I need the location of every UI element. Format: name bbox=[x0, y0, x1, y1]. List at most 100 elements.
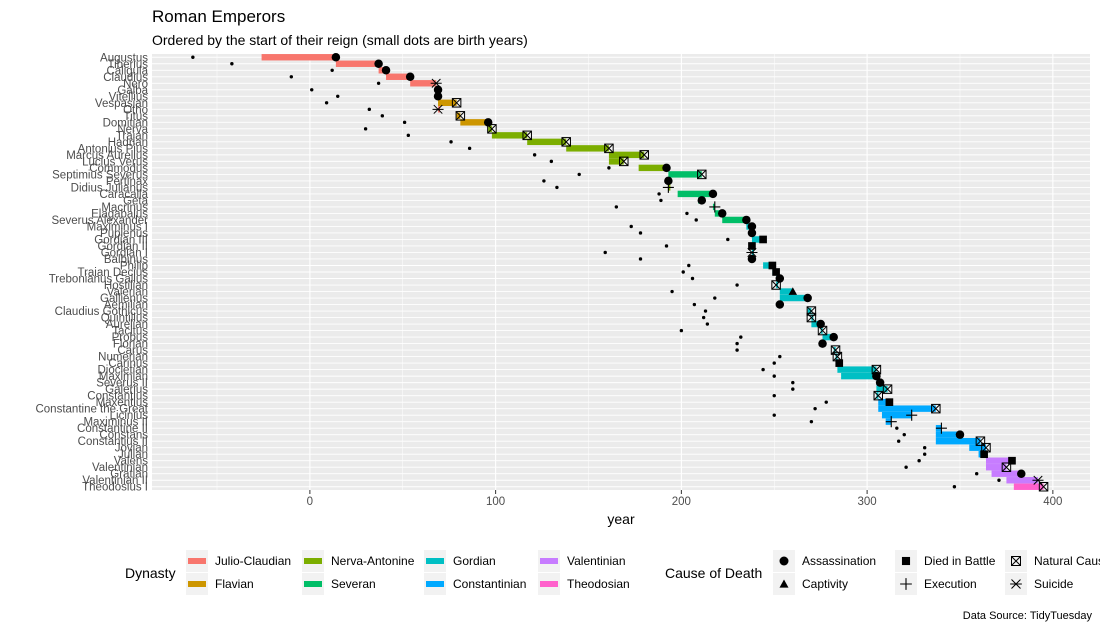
death-marker-carinus bbox=[835, 359, 844, 367]
death-marker-maximian bbox=[872, 371, 881, 381]
legend-swatch-theodosian bbox=[540, 581, 558, 587]
y-label-domitian: Domitian bbox=[103, 117, 148, 129]
legend-icon-captivity bbox=[779, 579, 789, 588]
y-label-trajan: Trajan bbox=[116, 130, 148, 142]
death-marker-licinius bbox=[906, 409, 918, 421]
y-label-maximinus-i: Maximinus I bbox=[87, 221, 148, 233]
reign-bar-augustus bbox=[261, 54, 336, 61]
y-label-valens: Valens bbox=[114, 456, 149, 468]
legend-swatch-flavian bbox=[188, 581, 206, 587]
death-marker-hadrian bbox=[561, 137, 571, 147]
birth-dot-claudius-gothicus bbox=[703, 309, 708, 313]
legend-label-suicide: Suicide bbox=[1034, 577, 1074, 591]
reign-bar-claudius-gothicus bbox=[807, 307, 812, 315]
legend-swatch-valentinian bbox=[540, 558, 558, 564]
reign-bar-tacitus bbox=[820, 327, 823, 334]
reign-bar-quintillus bbox=[811, 314, 814, 321]
y-label-claudius: Claudius bbox=[103, 72, 148, 84]
death-marker-trajan bbox=[522, 130, 532, 141]
y-label-constans: Constans bbox=[99, 430, 148, 442]
death-marker-maximinus-i bbox=[747, 222, 757, 231]
legend-label-constantinian: Constantinian bbox=[453, 577, 526, 591]
birth-dot-tacitus bbox=[679, 328, 684, 333]
death-marker-septimius-severus bbox=[697, 169, 707, 180]
death-marker-titus bbox=[455, 111, 466, 121]
birth-dot-galba bbox=[310, 88, 314, 92]
death-marker-valentinian bbox=[1001, 462, 1012, 472]
birth-dot-lucius-verus bbox=[549, 159, 554, 164]
y-label-gallienus: Gallienus bbox=[100, 293, 148, 305]
birth-dot-tiberius bbox=[230, 62, 234, 66]
y-label-florian: Florian bbox=[113, 339, 148, 351]
reign-bar-philip bbox=[763, 262, 773, 269]
birth-dot-nero bbox=[376, 81, 381, 85]
y-axis-labels: AugustusTiberiusCaligulaClaudiusNeroGalb… bbox=[35, 52, 148, 493]
y-label-pertinax: Pertinax bbox=[106, 176, 148, 188]
death-marker-lucius-verus bbox=[619, 156, 629, 167]
death-marker-vitellius bbox=[433, 92, 443, 101]
y-label-antonius-pius: Antonius Pius bbox=[78, 143, 149, 155]
legend-item-assassination: Assassination bbox=[773, 550, 876, 572]
birth-dot-vitellius bbox=[336, 94, 340, 98]
reign-bar-antonius-pius bbox=[566, 145, 609, 152]
legend-item-julio-claudian: Julio-Claudian bbox=[186, 550, 291, 572]
y-label-maximian: Maximian bbox=[99, 371, 148, 383]
death-marker-constans bbox=[955, 430, 965, 439]
legend-icon-execution bbox=[900, 578, 912, 590]
chart-title: Roman Emperors bbox=[152, 7, 285, 26]
death-marker-constantine-ii bbox=[935, 422, 947, 434]
reign-bar-severus-alexander bbox=[722, 216, 747, 224]
y-label-maxentius: Maxentius bbox=[96, 397, 149, 409]
y-label-commodus: Commodus bbox=[89, 163, 148, 175]
death-marker-commodus bbox=[662, 163, 671, 173]
x-tick-label-2: 200 bbox=[672, 496, 691, 508]
death-marker-augustus bbox=[331, 53, 341, 62]
birth-dot-gratian bbox=[974, 472, 979, 476]
birth-dot-gallienus bbox=[713, 296, 717, 300]
birth-dot-caracalla bbox=[657, 192, 661, 196]
y-label-macrinus: Macrinus bbox=[101, 202, 148, 214]
birth-dot-elagabalus bbox=[685, 211, 689, 216]
death-marker-gordian-i bbox=[746, 247, 758, 258]
y-label-caracalla: Caracalla bbox=[99, 189, 148, 201]
birth-dot-quintillus bbox=[701, 315, 706, 320]
death-marker-florian bbox=[818, 339, 827, 348]
reign-bar-claudius bbox=[386, 73, 411, 80]
birth-dot-traian-decius bbox=[681, 270, 685, 274]
y-label-severus-alexander: Severus Alexander bbox=[51, 215, 148, 227]
birth-dot-geta bbox=[659, 198, 663, 203]
birth-dot-constantine-ii bbox=[895, 426, 899, 430]
y-label-lucius-verus: Lucius Verus bbox=[82, 156, 148, 168]
legend-item-severan: Severan bbox=[302, 573, 376, 595]
y-label-valerian: Valerian bbox=[107, 287, 148, 299]
reign-bar-valentinian bbox=[985, 464, 1007, 471]
reign-bar-hadrian bbox=[527, 138, 567, 146]
legend-label-theodosian: Theodosian bbox=[567, 577, 630, 591]
birth-dot-theodosius-i bbox=[952, 485, 957, 489]
death-marker-pertinax bbox=[664, 176, 673, 186]
legend-label-valentinian: Valentinian bbox=[567, 554, 626, 568]
birth-dot-didius-julianus bbox=[555, 185, 559, 190]
birth-dot-augustus bbox=[191, 55, 195, 59]
death-marker-theodosius-i bbox=[1038, 481, 1049, 492]
y-label-galerius: Galerius bbox=[105, 384, 148, 396]
y-label-gratian: Gratian bbox=[110, 469, 148, 481]
death-marker-hostilian bbox=[771, 280, 781, 290]
death-marker-aurelian bbox=[816, 319, 825, 329]
legend-swatch-severan bbox=[304, 581, 322, 587]
legend-swatch-constantinian bbox=[426, 581, 444, 587]
y-label-didius-julianus: Didius Julianus bbox=[71, 182, 149, 194]
reign-bar-constantius bbox=[876, 392, 879, 399]
death-marker-valens bbox=[1008, 456, 1016, 465]
death-marker-severus-ii bbox=[875, 378, 885, 387]
birth-dot-titus bbox=[380, 114, 385, 118]
birth-dot-julian bbox=[922, 452, 927, 456]
death-marker-geta bbox=[697, 196, 707, 205]
birth-dot-diocletian bbox=[761, 367, 765, 372]
legend-label-captivity: Captivity bbox=[802, 577, 848, 591]
birth-dot-aurelian bbox=[705, 322, 710, 326]
legend-item-constantinian: Constantinian bbox=[424, 573, 526, 595]
y-label-constantius-ii: Constantius II bbox=[78, 436, 148, 448]
y-label-hostilian: Hostilian bbox=[104, 280, 148, 292]
y-label-elagabalus: Elagabalus bbox=[91, 208, 148, 220]
